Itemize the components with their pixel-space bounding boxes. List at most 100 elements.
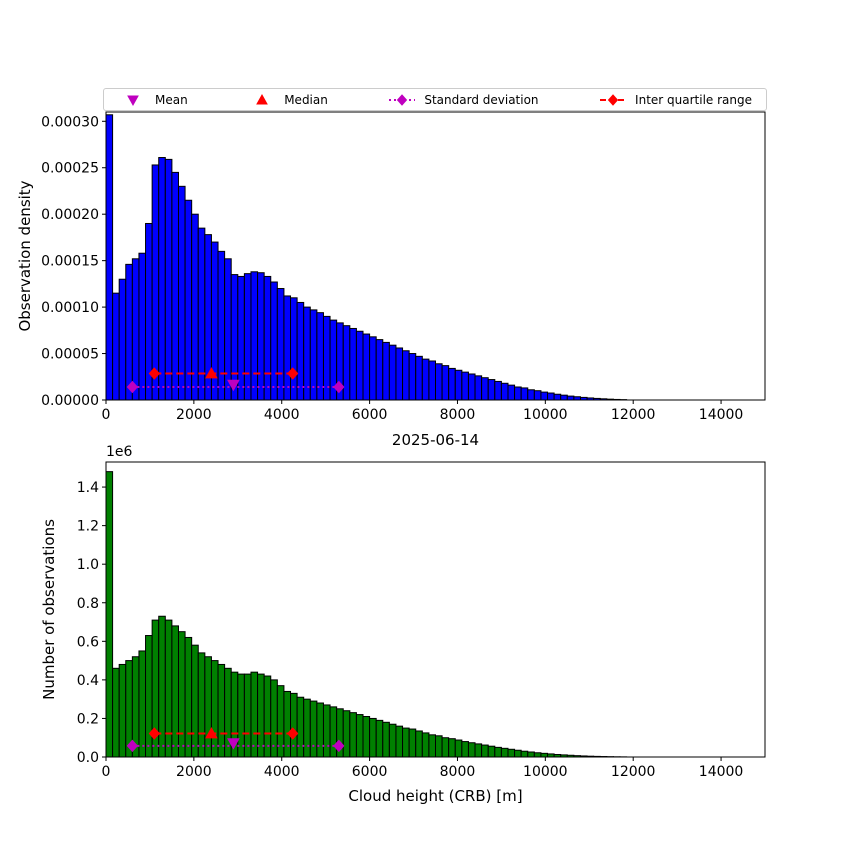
x-tick-label: 10000	[523, 407, 568, 423]
histogram-bar	[191, 644, 199, 758]
triangle-down-marker	[227, 738, 240, 750]
x-tick-label: 8000	[440, 407, 476, 423]
histogram-bar	[217, 663, 226, 758]
x-tick-label: 14000	[699, 764, 744, 780]
x-tick-label: 14000	[699, 407, 744, 423]
legend-label: Mean	[155, 92, 188, 107]
x-tick-label: 4000	[264, 764, 300, 780]
histogram-bar	[151, 164, 160, 401]
histogram-bar	[250, 271, 259, 401]
histogram-bar	[283, 295, 292, 401]
histogram-bar	[158, 615, 166, 758]
triangle-down-marker	[227, 379, 240, 392]
histogram-bar	[395, 725, 404, 758]
x-axis-ticks: 0 2000 4000 6000 8000 10000 12000 14000	[102, 400, 744, 423]
histogram-bar	[138, 650, 147, 758]
histogram-bar	[270, 281, 278, 401]
triangle-down-marker	[127, 95, 139, 106]
diamond-marker	[148, 367, 160, 380]
histogram-bar	[428, 360, 437, 401]
x-tick-label: 12000	[611, 407, 656, 423]
histogram-bar	[369, 717, 377, 758]
histogram-bar	[243, 673, 252, 758]
legend-item-mean: Mean	[118, 93, 188, 107]
histogram-bar	[408, 353, 417, 401]
histogram-bar	[481, 377, 489, 401]
x-tick-label: 0	[102, 407, 111, 423]
histogram-bar	[435, 735, 443, 758]
histogram-bar	[177, 631, 186, 758]
diamond-icon	[389, 93, 416, 106]
histogram-bar	[369, 336, 377, 401]
histogram-bar	[527, 389, 535, 401]
y-tick-label: 0.00030	[41, 114, 99, 130]
histogram-bar	[204, 656, 212, 758]
x-tick-label: 4000	[264, 407, 300, 423]
legend-label: Median	[284, 92, 328, 107]
histogram-bar	[224, 258, 232, 401]
histogram-bar	[481, 744, 489, 758]
histogram-bar	[540, 752, 549, 758]
legend: Mean Median Standard deviation Inter quarti…	[103, 88, 767, 111]
histogram-bar	[540, 391, 549, 401]
histogram-bar	[197, 652, 206, 758]
histogram-bar	[164, 619, 173, 758]
histogram-bar	[250, 671, 259, 758]
histogram-bar	[296, 301, 305, 401]
histogram-bar	[184, 636, 193, 758]
histogram-bar	[467, 742, 476, 758]
histogram-bar	[461, 371, 469, 401]
x-tick-label: 0	[102, 764, 111, 780]
y-tick-label: 0.00020	[41, 207, 99, 223]
x-tick-label: 12000	[611, 764, 656, 780]
histogram-bar	[375, 339, 384, 401]
diamond-marker	[287, 727, 299, 740]
triangle-up-marker	[205, 366, 218, 379]
y-tick-label: 1.0	[77, 557, 99, 573]
histogram-bar	[547, 392, 555, 401]
histogram-bar	[500, 747, 509, 758]
histogram-bar	[290, 692, 298, 758]
histogram-bar	[441, 365, 450, 401]
y-tick-label: 0.4	[77, 673, 99, 689]
histogram-bar	[118, 278, 127, 401]
histogram-bar	[520, 387, 529, 401]
y-axis-ticks: 0.00000 0.00005 0.00010 0.00015 0.00020 0.000…	[41, 114, 106, 409]
diamond-marker	[607, 93, 619, 106]
histogram-bar	[349, 712, 357, 758]
histogram-bar	[158, 157, 166, 401]
y-tick-label: 0.6	[77, 634, 99, 650]
histogram-bar	[454, 369, 463, 401]
y-tick-label: 0.00005	[41, 347, 99, 363]
histogram-bar	[382, 721, 390, 758]
y-tick-label: 1.4	[77, 480, 99, 496]
triangle-down-icon	[127, 95, 139, 106]
histogram-bar	[355, 714, 364, 758]
histogram-bar	[474, 743, 483, 758]
diamond-marker	[126, 739, 138, 753]
histogram-bar	[428, 734, 437, 758]
density-chart: 0 2000 4000 6000 8000 10000 12000 140000.000000…	[16, 111, 766, 423]
histogram-bar	[487, 745, 496, 758]
histogram-bar	[507, 384, 516, 401]
histogram-bar	[382, 341, 390, 401]
x-tick-label: 2000	[176, 407, 212, 423]
histogram-bar	[566, 395, 575, 401]
triangle-up-marker	[205, 726, 218, 739]
y-axis-label: Number of observations	[40, 519, 58, 700]
legend-label: Standard deviation	[424, 92, 539, 107]
histogram-bar	[507, 748, 516, 758]
histogram-bar	[138, 252, 147, 401]
y-axis-ticks: 0.0 0.2 0.4 0.6 0.8 1.0 1.2 1.4	[77, 480, 106, 766]
histogram-bar	[487, 379, 496, 401]
histogram-bar	[388, 344, 397, 401]
histogram-bar	[210, 660, 219, 758]
y-tick-label: 0.00010	[41, 300, 99, 316]
histogram-bar	[362, 716, 371, 758]
histogram-bar	[448, 367, 456, 401]
y-tick-label: 0.00025	[41, 161, 99, 177]
y-tick-label: 0.8	[77, 596, 99, 612]
histogram-bar	[355, 330, 364, 401]
x-tick-label: 6000	[352, 407, 388, 423]
